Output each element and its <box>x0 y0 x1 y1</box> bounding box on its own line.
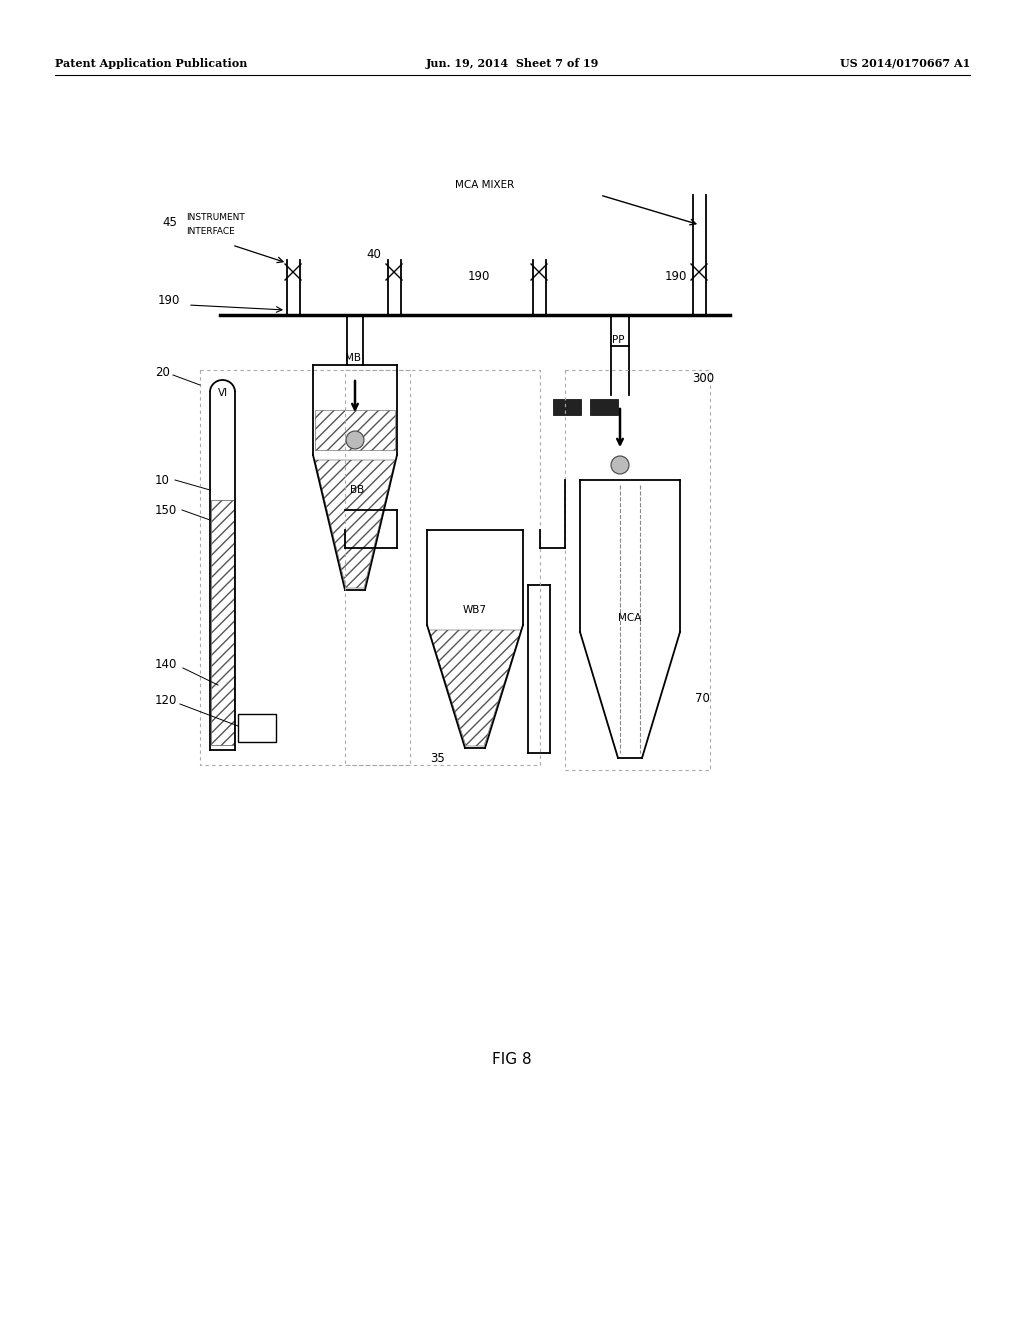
Text: 190: 190 <box>665 269 687 282</box>
Text: WB7: WB7 <box>463 605 487 615</box>
Text: VI: VI <box>217 388 227 399</box>
Text: MCA: MCA <box>618 612 642 623</box>
Text: 70: 70 <box>695 692 710 705</box>
Bar <box>211 500 234 744</box>
Text: PP: PP <box>612 335 625 345</box>
Bar <box>553 399 581 414</box>
Text: INTERFACE: INTERFACE <box>186 227 234 236</box>
Text: 45: 45 <box>162 215 177 228</box>
Text: 300: 300 <box>692 371 714 384</box>
Text: 190: 190 <box>468 269 490 282</box>
Text: MCA MIXER: MCA MIXER <box>455 180 514 190</box>
Text: Jun. 19, 2014  Sheet 7 of 19: Jun. 19, 2014 Sheet 7 of 19 <box>425 58 599 69</box>
Text: 140: 140 <box>155 659 177 672</box>
Text: BB: BB <box>350 484 365 495</box>
Text: 120: 120 <box>155 693 177 706</box>
Text: 190: 190 <box>158 293 180 306</box>
Bar <box>315 411 395 450</box>
Text: 10: 10 <box>155 474 170 487</box>
Bar <box>590 399 618 414</box>
Polygon shape <box>429 630 521 746</box>
Text: Patent Application Publication: Patent Application Publication <box>55 58 248 69</box>
Circle shape <box>346 432 364 449</box>
Text: INSTRUMENT: INSTRUMENT <box>186 214 245 223</box>
Text: 35: 35 <box>430 751 444 764</box>
Polygon shape <box>315 459 395 587</box>
Bar <box>429 565 521 624</box>
Text: 40: 40 <box>366 248 381 261</box>
Text: 20: 20 <box>155 366 170 379</box>
Text: 150: 150 <box>155 503 177 516</box>
Text: FIG 8: FIG 8 <box>493 1052 531 1068</box>
Text: MB: MB <box>345 352 361 363</box>
Bar <box>238 714 276 742</box>
Text: US 2014/0170667 A1: US 2014/0170667 A1 <box>840 58 970 69</box>
Bar <box>612 346 628 395</box>
Circle shape <box>611 455 629 474</box>
